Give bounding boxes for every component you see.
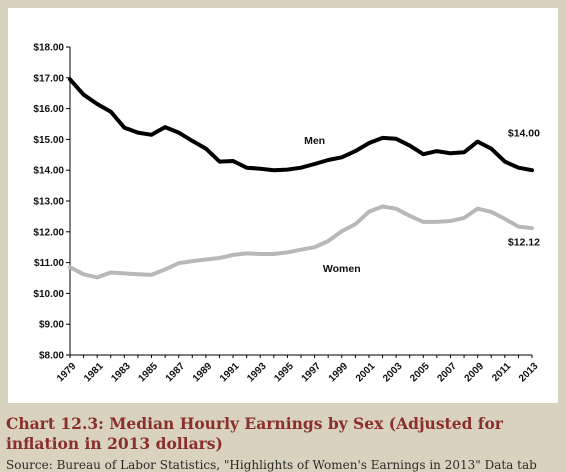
y-tick-label: $13.00 — [33, 197, 64, 208]
y-tick-label: $12.00 — [33, 227, 64, 238]
x-tick-label: 2005 — [408, 361, 432, 385]
x-tick-label: 1987 — [164, 361, 188, 385]
source-note: Source: Bureau of Labor Statistics, "Hig… — [6, 458, 537, 472]
y-tick-label: $9.00 — [39, 320, 64, 331]
line-chart: $8.00 $9.00 $10.00 $11.00 $12.00 $13.00 $14.00… — [33, 43, 541, 385]
x-tick-label: 1995 — [272, 361, 296, 385]
x-tick-label: 2009 — [463, 361, 487, 385]
x-tick-label: 1997 — [300, 361, 324, 385]
x-tick-label: 1991 — [218, 361, 242, 385]
x-tick-label: 1979 — [55, 361, 79, 385]
y-tick-label: $17.00 — [33, 73, 64, 84]
x-tick-label: 2013 — [517, 361, 541, 385]
annotation-label: Men — [304, 135, 325, 147]
x-tick-label: 2011 — [490, 361, 513, 384]
annotation-label: $14.00 — [508, 127, 540, 139]
x-tick-label: 1989 — [191, 361, 215, 385]
x-tick-label: 1993 — [245, 361, 269, 385]
series-line-men — [68, 77, 534, 173]
annotation-label: Women — [323, 263, 361, 275]
annotation-label: $12.12 — [508, 237, 540, 249]
x-tick-label: 1999 — [327, 361, 351, 385]
y-tick-label: $15.00 — [33, 135, 64, 146]
series-line-women — [68, 204, 534, 280]
y-tick-label: $11.00 — [34, 258, 64, 269]
y-tick-label: $16.00 — [33, 104, 64, 115]
x-tick-label: 2007 — [435, 361, 459, 385]
x-tick-label: 1981 — [82, 361, 106, 385]
y-tick-label: $8.00 — [39, 351, 64, 362]
y-tick-label: $14.00 — [33, 166, 64, 177]
chart-caption: Chart 12.3: Median Hourly Earnings by Se… — [6, 414, 503, 453]
y-tick-label: $10.00 — [33, 289, 64, 300]
x-tick-label: 1983 — [109, 361, 133, 385]
y-tick-label: $18.00 — [33, 43, 64, 54]
x-tick-label: 2001 — [354, 361, 378, 385]
x-tick-label: 1985 — [137, 361, 161, 385]
chart-frame: $8.00 $9.00 $10.00 $11.00 $12.00 $13.00 $14.00… — [8, 8, 558, 403]
x-tick-label: 2003 — [381, 361, 405, 385]
